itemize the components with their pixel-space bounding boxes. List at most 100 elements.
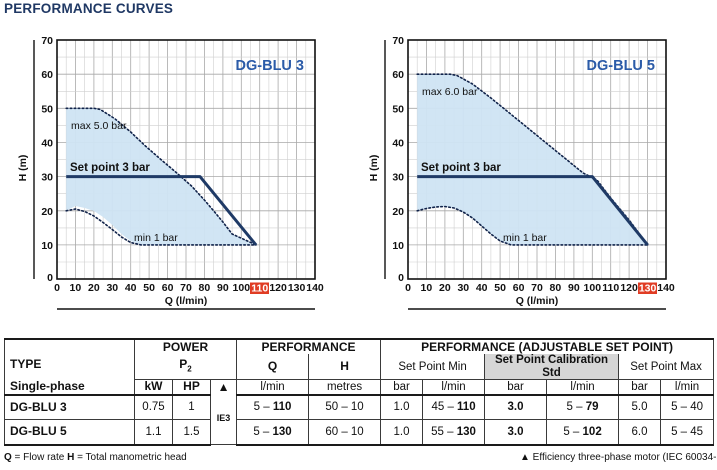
chart-model-label-1: DG-BLU 3 — [236, 58, 304, 74]
table-row: DG-BLU 3 0.75 1 IE3 5 – 110 50 – 10 1.0 … — [4, 394, 715, 446]
header-unit-spmin-bar: bar — [380, 379, 424, 396]
header-unit-spcal-bar: bar — [484, 379, 548, 396]
row-spmax-bar-2: 6.0 — [618, 419, 662, 446]
row-q-1: 5 – 110 — [236, 394, 310, 421]
svg-text:20: 20 — [41, 206, 53, 218]
svg-text:140: 140 — [306, 282, 324, 294]
svg-text:100: 100 — [584, 282, 602, 294]
svg-text:30: 30 — [41, 172, 53, 184]
footnote-left: Q = Flow rate H = Total manometric head — [4, 452, 187, 463]
row-kw-1: 0.75 — [134, 394, 173, 421]
header-unit-kw: kW — [134, 379, 173, 396]
annotation-setpoint-2: Set point 3 bar — [421, 162, 501, 174]
header-power: POWER — [133, 337, 238, 355]
row-kw-2: 1.1 — [134, 419, 173, 446]
annotation-min-2: min 1 bar — [503, 232, 547, 244]
row-spmin-bar-1: 1.0 — [380, 394, 424, 421]
chart-dg-blu-3: 70 60 50 40 30 20 10 0 H (m) 0 10 20 30 … — [14, 28, 364, 310]
row-spmin-bar-2: 1.0 — [380, 419, 424, 446]
svg-text:70: 70 — [392, 35, 404, 47]
svg-text:70: 70 — [180, 282, 192, 294]
row-spcal-lmin-2: 5 – 102 — [546, 419, 620, 446]
svg-text:10: 10 — [70, 282, 82, 294]
y-axis-label: H (m) — [17, 155, 29, 182]
highlight-tick-label-2: 130 — [639, 283, 657, 295]
svg-text:50: 50 — [143, 282, 155, 294]
row-q-2: 5 – 130 — [236, 419, 310, 446]
svg-text:40: 40 — [392, 138, 404, 150]
row-spmax-bar-1: 5.0 — [618, 394, 662, 421]
header-unit-spcal-lmin: l/min — [546, 379, 620, 396]
header-set-point-max: Set Point Max — [618, 354, 715, 381]
svg-text:40: 40 — [476, 282, 488, 294]
page-title: PERFORMANCE CURVES — [4, 1, 174, 16]
svg-text:40: 40 — [125, 282, 137, 294]
header-power-p2: P2 — [133, 354, 238, 380]
svg-text:110: 110 — [602, 282, 619, 294]
footnote-right: ▲ Efficiency three-phase motor (IEC 6003… — [520, 452, 717, 463]
header-set-point-min: Set Point Min — [380, 354, 486, 381]
row-efficiency-class: IE3 — [209, 394, 238, 446]
table-header-row-1: TYPE Single-phase POWER PERFORMANCE PERF… — [4, 337, 715, 396]
highlight-tick-box-2 — [638, 282, 657, 294]
row-type-2: DG-BLU 5 — [4, 419, 135, 446]
row-h-1: 50 – 10 — [308, 394, 382, 421]
table-header-row-3: kW HP ▲ l/min metres bar l/min bar l/min… — [5, 379, 715, 396]
svg-text:60: 60 — [513, 282, 525, 294]
svg-text:0: 0 — [405, 282, 411, 294]
table-row: DG-BLU 5 1.1 1.5 5 – 130 60 – 10 1.0 55 … — [4, 419, 715, 446]
curve-max-5-bar — [65, 107, 257, 246]
svg-text:60: 60 — [392, 69, 404, 81]
row-spcal-lmin-1: 5 – 79 — [546, 394, 620, 421]
row-hp-2: 1.5 — [172, 419, 211, 446]
header-unit-spmax-bar: bar — [618, 379, 662, 396]
svg-text:20: 20 — [392, 206, 404, 218]
svg-text:20: 20 — [88, 282, 100, 294]
header-type: TYPE — [10, 356, 42, 371]
svg-text:90: 90 — [568, 282, 580, 294]
svg-text:30: 30 — [457, 282, 469, 294]
row-spmin-lmin-2: 55 – 130 — [422, 419, 486, 446]
svg-text:50: 50 — [41, 103, 53, 115]
svg-text:0: 0 — [47, 272, 53, 284]
svg-text:0: 0 — [398, 272, 404, 284]
row-hp-1: 1 — [172, 394, 211, 421]
table-header-row-2: P2 Q H Set Point Min Set Point Calibrati… — [5, 354, 715, 381]
header-unit-h: metres — [308, 379, 382, 396]
row-spmin-lmin-1: 45 – 110 — [422, 394, 486, 421]
svg-text:20: 20 — [439, 282, 451, 294]
svg-text:10: 10 — [392, 240, 404, 252]
curve-min-1-bar-2 — [416, 205, 649, 246]
annotation-max-2: max 6.0 bar — [422, 86, 478, 98]
spec-table-wrapper: TYPE Single-phase POWER PERFORMANCE PERF… — [4, 337, 715, 446]
highlight-tick-box — [250, 282, 269, 294]
header-type-sub: Single-phase — [10, 379, 85, 394]
y-axis-label-2: H (m) — [368, 155, 380, 182]
svg-text:140: 140 — [657, 282, 675, 294]
chart-model-label-2: DG-BLU 5 — [587, 58, 655, 74]
highlight-tick-label-1: 110 — [251, 283, 268, 295]
svg-text:90: 90 — [217, 282, 229, 294]
header-set-point-calibration: Set Point Calibration Std — [484, 354, 620, 381]
annotation-max-1: max 5.0 bar — [71, 120, 127, 132]
svg-text:50: 50 — [392, 103, 404, 115]
row-type-1: DG-BLU 3 — [4, 394, 135, 421]
svg-text:30: 30 — [106, 282, 118, 294]
header-type-cell: TYPE Single-phase — [4, 338, 135, 396]
svg-text:60: 60 — [41, 69, 53, 81]
row-h-2: 60 – 10 — [308, 419, 382, 446]
header-unit-q: l/min — [236, 379, 310, 396]
row-spmax-lmin-1: 5 – 40 — [660, 394, 715, 421]
spec-table: TYPE Single-phase POWER PERFORMANCE PERF… — [4, 337, 715, 446]
svg-text:120: 120 — [269, 282, 287, 294]
x-axis-label-2: Q (l/min) — [516, 295, 559, 307]
row-spcal-bar-1: 3.0 — [484, 394, 548, 421]
svg-text:40: 40 — [41, 138, 53, 150]
header-h: H — [308, 354, 382, 381]
header-performance: PERFORMANCE — [236, 337, 382, 355]
row-spcal-bar-2: 3.0 — [484, 419, 548, 446]
curve-min-1-bar — [65, 208, 257, 246]
row-spmax-lmin-2: 5 – 45 — [660, 419, 715, 446]
svg-text:10: 10 — [41, 240, 53, 252]
